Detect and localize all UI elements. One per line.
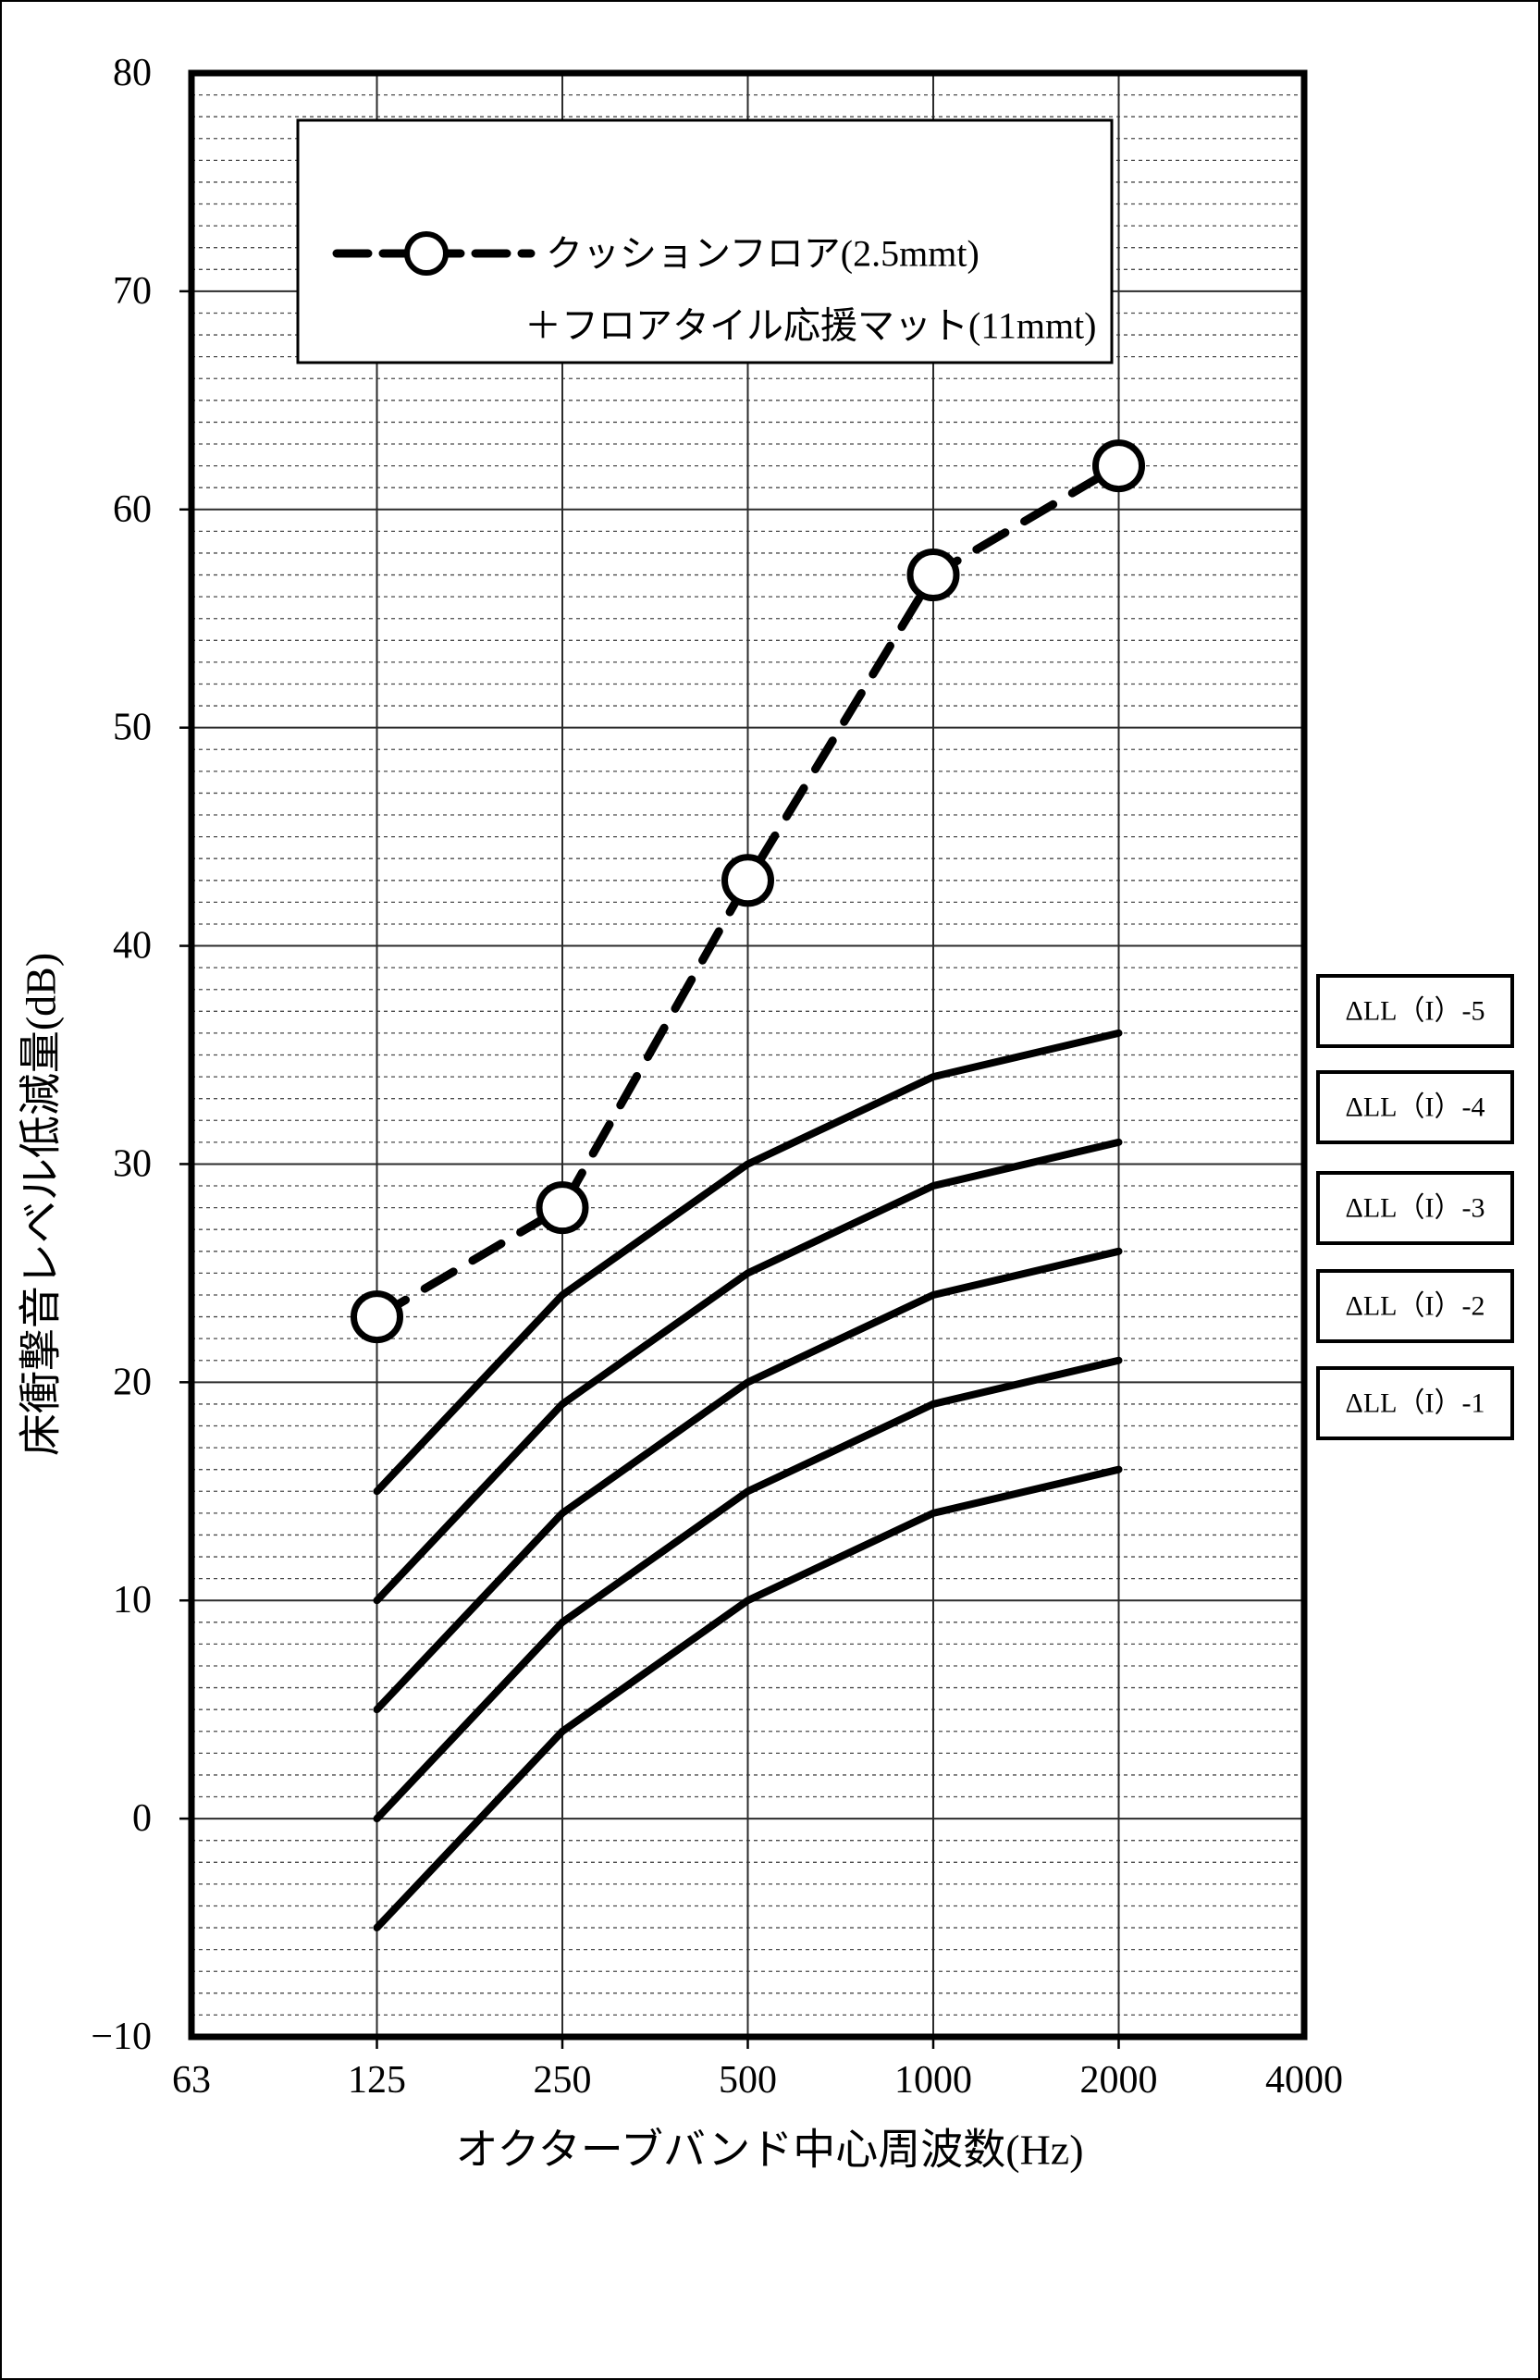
x-tick-label: 250 — [534, 2059, 592, 2102]
reference-curve-dll-2 — [373, 1356, 1123, 1823]
legend-marker-icon — [404, 231, 449, 276]
data-point-marker — [721, 854, 774, 907]
y-tick-label: 10 — [113, 1579, 152, 1622]
dll-label-text: ΔLL（I）-1 — [1346, 1388, 1485, 1419]
y-axis-title: 床衝撃音レベル低減量(dB) — [18, 953, 65, 1456]
y-tick-label: 60 — [113, 488, 152, 531]
x-tick-label: 500 — [719, 2059, 777, 2102]
dll-label-box — [1316, 974, 1514, 1048]
y-tick-label: 50 — [113, 707, 152, 749]
y-tick-label: 0 — [132, 1797, 152, 1840]
dll-label-text: ΔLL（I）-4 — [1346, 1092, 1485, 1123]
x-tick-label: 4000 — [1265, 2059, 1343, 2102]
legend-label-line2: ＋フロアタイル応援マット(11mmt) — [524, 305, 1097, 347]
dll-label-box — [1316, 1070, 1514, 1144]
reference-curve-dll-4 — [373, 1138, 1123, 1605]
x-tick-label: 1000 — [894, 2059, 972, 2102]
x-axis-title: オクターブバンド中心周波数(Hz) — [455, 2127, 1083, 2174]
data-point-marker — [536, 1181, 589, 1235]
data-point-marker — [351, 1290, 403, 1344]
y-tick-label: 30 — [113, 1142, 152, 1185]
x-tick-label: 125 — [348, 2059, 406, 2102]
data-point-marker — [906, 549, 960, 602]
y-tick-label: 40 — [113, 925, 152, 968]
y-tick-label: 20 — [113, 1361, 152, 1403]
reference-curve-dll-5 — [373, 1029, 1123, 1496]
dll-label-text: ΔLL（I）-2 — [1346, 1291, 1485, 1322]
dll-label-box — [1316, 1366, 1514, 1440]
y-tick-label: 80 — [113, 52, 152, 94]
y-tick-label: −10 — [91, 2016, 152, 2058]
dll-label-box — [1316, 1269, 1514, 1343]
legend-label-line1: クッションフロア(2.5mmt) — [546, 233, 979, 275]
dll-label-box — [1316, 1171, 1514, 1245]
x-tick-label: 63 — [172, 2059, 211, 2102]
reference-curve-dll-1 — [373, 1465, 1123, 1932]
data-point-marker — [1092, 439, 1145, 493]
dll-label-text: ΔLL（I）-3 — [1346, 1193, 1485, 1224]
y-tick-label: 70 — [113, 270, 152, 313]
plot-border — [188, 69, 1308, 2041]
reference-curve-dll-3 — [373, 1247, 1123, 1714]
dll-label-text: ΔLL（I）-5 — [1346, 996, 1485, 1027]
x-tick-label: 2000 — [1080, 2059, 1158, 2102]
